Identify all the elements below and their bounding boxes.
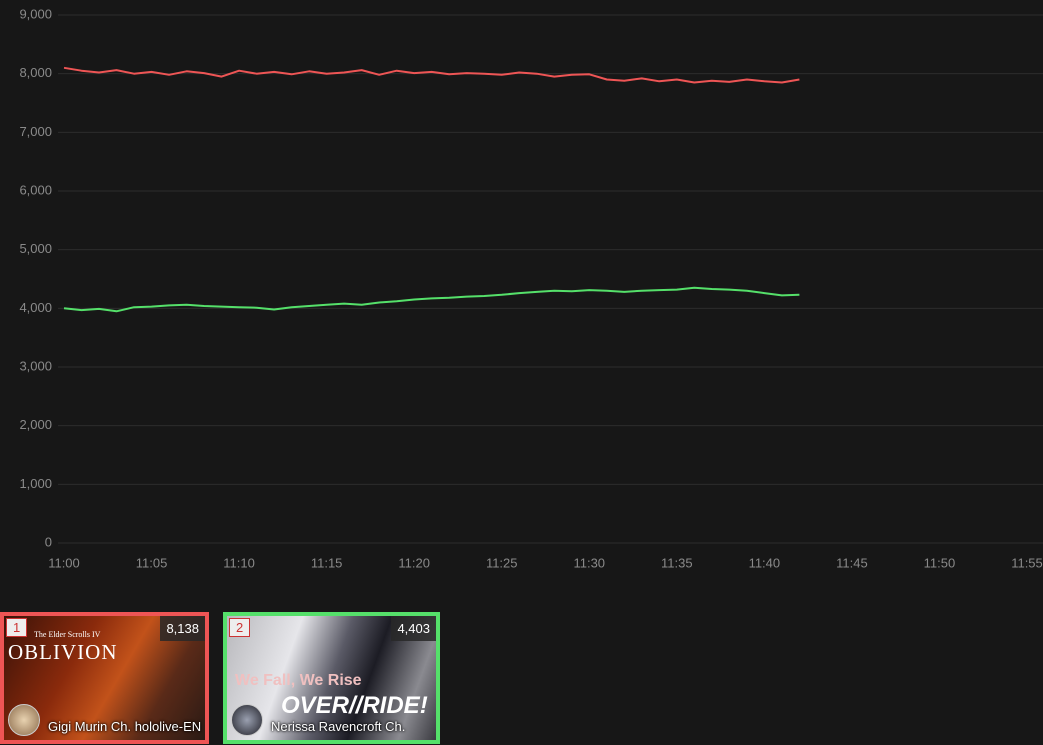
x-tick-label: 11:25 <box>486 555 518 570</box>
x-tick-label: 11:45 <box>836 555 868 570</box>
thumbnail-text: OBLIVION <box>8 640 118 664</box>
avatar <box>231 704 263 736</box>
y-tick-label: 8,000 <box>19 65 52 80</box>
channel-name: Gigi Murin Ch. hololive-EN <box>48 719 202 734</box>
rank: 2 <box>229 618 251 637</box>
x-tick-label: 11:40 <box>749 555 781 570</box>
y-tick-label: 0 <box>45 534 52 549</box>
viewer-count: 8,138 <box>160 616 205 641</box>
y-tick-label: 6,000 <box>19 182 52 197</box>
viewer-count: 4,403 <box>391 616 436 641</box>
y-tick-label: 3,000 <box>19 358 52 373</box>
x-tick-label: 11:35 <box>661 555 693 570</box>
y-tick-label: 5,000 <box>19 241 52 256</box>
y-tick-label: 9,000 <box>19 6 52 21</box>
x-tick-label: 11:10 <box>223 555 255 570</box>
y-tick-label: 1,000 <box>19 476 52 491</box>
channel-name: Nerissa Ravencroft Ch. <box>271 719 406 734</box>
thumbnail-text: The Elder Scrolls IV <box>34 630 101 639</box>
y-tick-label: 4,000 <box>19 300 52 315</box>
x-tick-label: 11:00 <box>48 555 80 570</box>
series-line <box>63 286 800 313</box>
thumbnail-text: OVER//RIDE! <box>281 692 428 719</box>
y-tick-label: 7,000 <box>19 124 52 139</box>
x-tick-label: 11:05 <box>136 555 168 570</box>
thumbnail-text: We Fall, We Rise <box>235 672 362 689</box>
series-line <box>63 66 800 84</box>
y-tick-label: 2,000 <box>19 417 52 432</box>
stream-card[interactable]: The Elder Scrolls IV OBLIVION 1 8,138 Gi… <box>0 612 209 744</box>
x-tick-label: 11:20 <box>398 555 430 570</box>
x-tick-label: 11:15 <box>311 555 343 570</box>
x-tick-label: 11:30 <box>573 555 605 570</box>
stream-card[interactable]: We Fall, We Rise OVER//RIDE! 2 4,403 Ner… <box>223 612 440 744</box>
rank: 1 <box>6 618 28 637</box>
avatar <box>8 704 40 736</box>
chart: 0 1,000 2,000 3,000 4,000 5,000 6,000 7,000 8,00… <box>19 6 1043 570</box>
x-tick-label: 11:50 <box>924 555 956 570</box>
x-tick-label: 11:55 <box>1011 555 1043 570</box>
